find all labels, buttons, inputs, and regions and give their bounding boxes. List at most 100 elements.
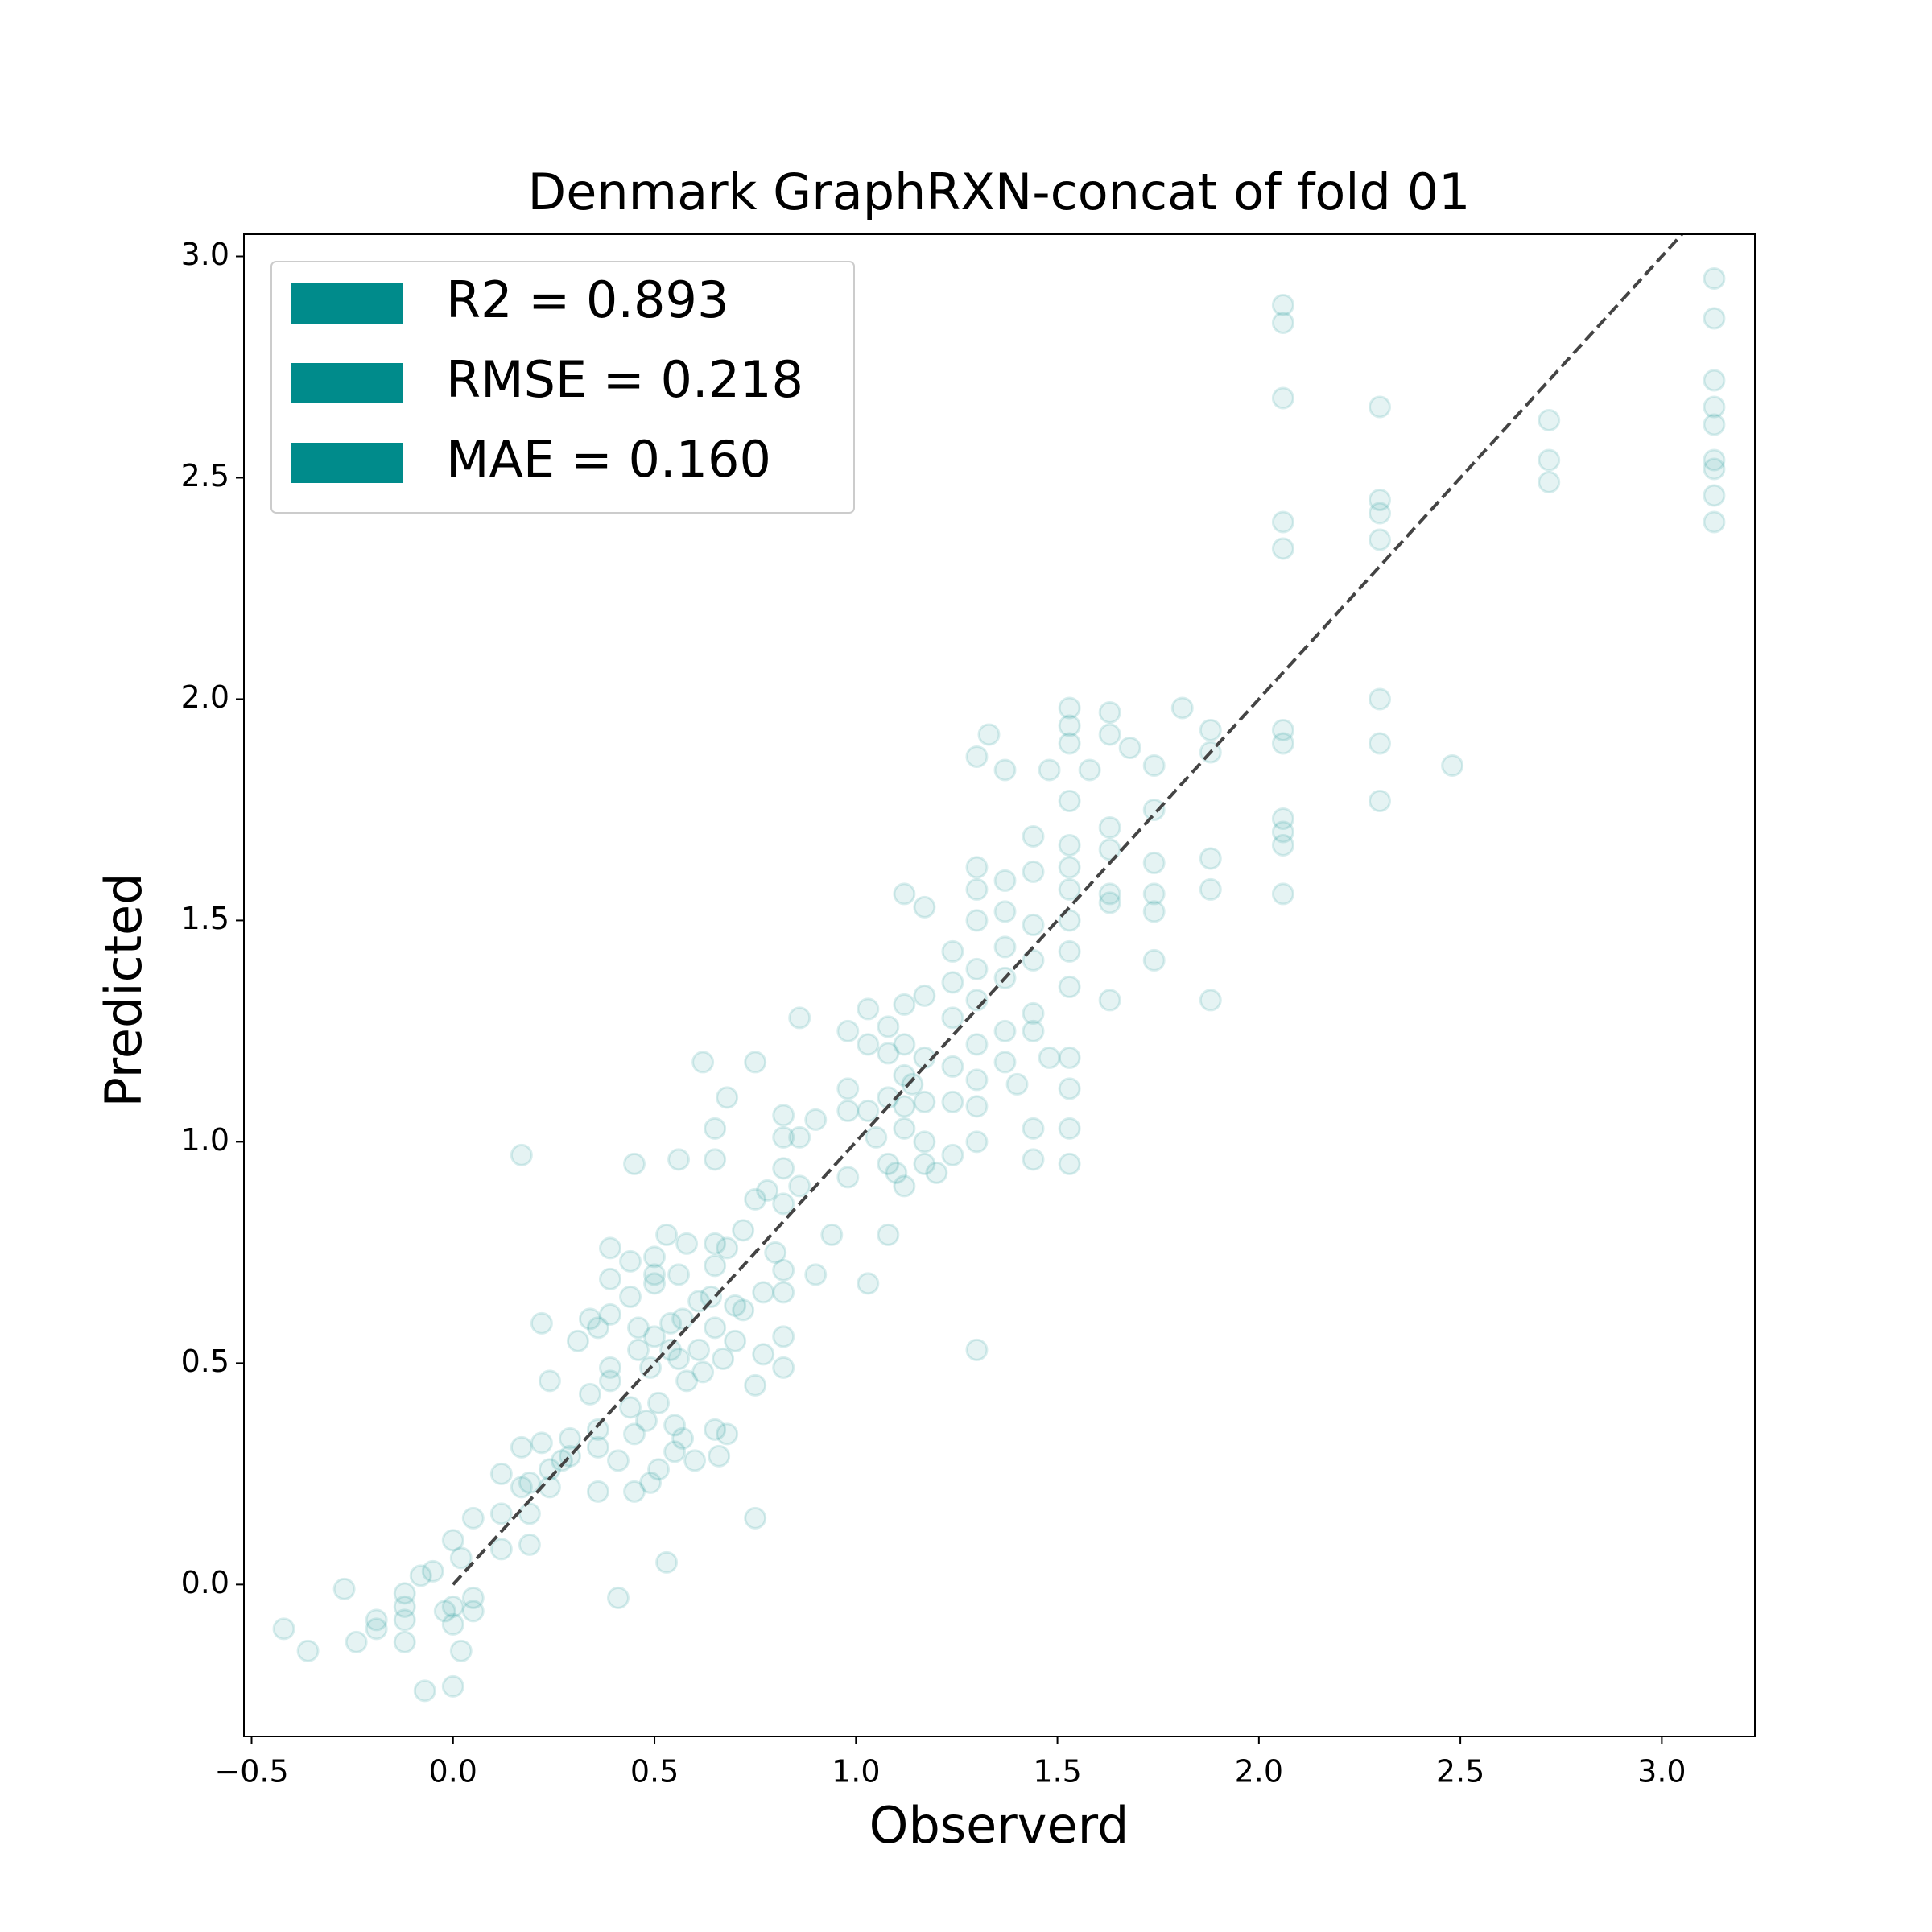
point (965, 745, 989, 768)
point (965, 1033, 989, 1056)
point (1271, 732, 1294, 755)
legend-swatch (291, 443, 402, 483)
point (441, 1612, 464, 1636)
point (691, 1360, 715, 1384)
point (804, 1108, 828, 1131)
point (1098, 891, 1121, 914)
point (1703, 395, 1726, 419)
point (893, 1033, 916, 1056)
point (667, 1263, 691, 1286)
point (1142, 900, 1166, 923)
point (913, 1152, 936, 1175)
point (627, 1316, 650, 1340)
point (772, 1157, 795, 1180)
point (1199, 847, 1222, 870)
point (788, 1174, 811, 1198)
point (993, 935, 1017, 959)
point (836, 1166, 860, 1189)
point (1199, 718, 1222, 741)
point (687, 1338, 711, 1361)
point (619, 1285, 642, 1308)
point (586, 1418, 609, 1441)
point (877, 1015, 900, 1038)
point (772, 1104, 795, 1127)
point (643, 1272, 667, 1295)
point (1538, 408, 1561, 431)
point (461, 1506, 485, 1530)
point (1703, 307, 1726, 330)
point (1142, 753, 1166, 777)
point (530, 1311, 553, 1335)
point (1098, 700, 1121, 724)
point (619, 1249, 642, 1273)
point (913, 895, 936, 919)
point (1271, 537, 1294, 560)
point (635, 1409, 658, 1432)
point (296, 1639, 320, 1662)
point (393, 1630, 416, 1653)
point (659, 1311, 683, 1335)
point (1058, 939, 1081, 963)
point (865, 1125, 888, 1149)
point (732, 1298, 755, 1322)
point (941, 1143, 964, 1166)
point (893, 993, 916, 1016)
point (977, 723, 1001, 746)
point (683, 1449, 707, 1472)
point (1703, 484, 1726, 507)
point (716, 1422, 739, 1446)
y-axis-label: Predicted (94, 873, 153, 1107)
point (1058, 1152, 1081, 1175)
point (704, 1254, 727, 1278)
point (744, 1506, 767, 1530)
point (1271, 311, 1294, 334)
point (700, 1285, 723, 1308)
point (1271, 882, 1294, 906)
point (1022, 824, 1045, 848)
point (965, 1095, 989, 1118)
point (772, 1325, 795, 1348)
point (643, 1325, 667, 1348)
point (518, 1502, 541, 1525)
point (518, 1471, 541, 1494)
point (1271, 510, 1294, 534)
point (1038, 758, 1061, 782)
point (578, 1382, 601, 1406)
point (598, 1356, 621, 1379)
point (993, 869, 1017, 892)
point (877, 1152, 900, 1175)
point (1703, 369, 1726, 392)
point (704, 1117, 727, 1140)
legend-label: RMSE = 0.218 (446, 350, 803, 409)
point (1170, 696, 1194, 720)
point (510, 1435, 533, 1459)
point (764, 1241, 787, 1264)
point (510, 1476, 533, 1499)
x-tick-label: −0.5 (214, 1754, 288, 1790)
point (332, 1577, 356, 1600)
point (804, 1263, 828, 1286)
point (586, 1316, 609, 1340)
point (461, 1586, 485, 1609)
point (744, 1373, 767, 1397)
point (708, 1444, 731, 1468)
point (772, 1281, 795, 1304)
point (1142, 882, 1166, 906)
point (393, 1595, 416, 1618)
point (1058, 877, 1081, 901)
point (965, 957, 989, 980)
point (1703, 413, 1726, 436)
legend-swatch (291, 363, 402, 403)
point (1022, 948, 1045, 972)
point (655, 1550, 679, 1574)
point (510, 1143, 533, 1166)
point (893, 1174, 916, 1198)
point (1703, 448, 1726, 472)
point (643, 1263, 667, 1286)
point (598, 1369, 621, 1393)
point (820, 1223, 844, 1246)
point (1005, 1072, 1029, 1096)
point (893, 1063, 916, 1087)
point (1098, 815, 1121, 839)
